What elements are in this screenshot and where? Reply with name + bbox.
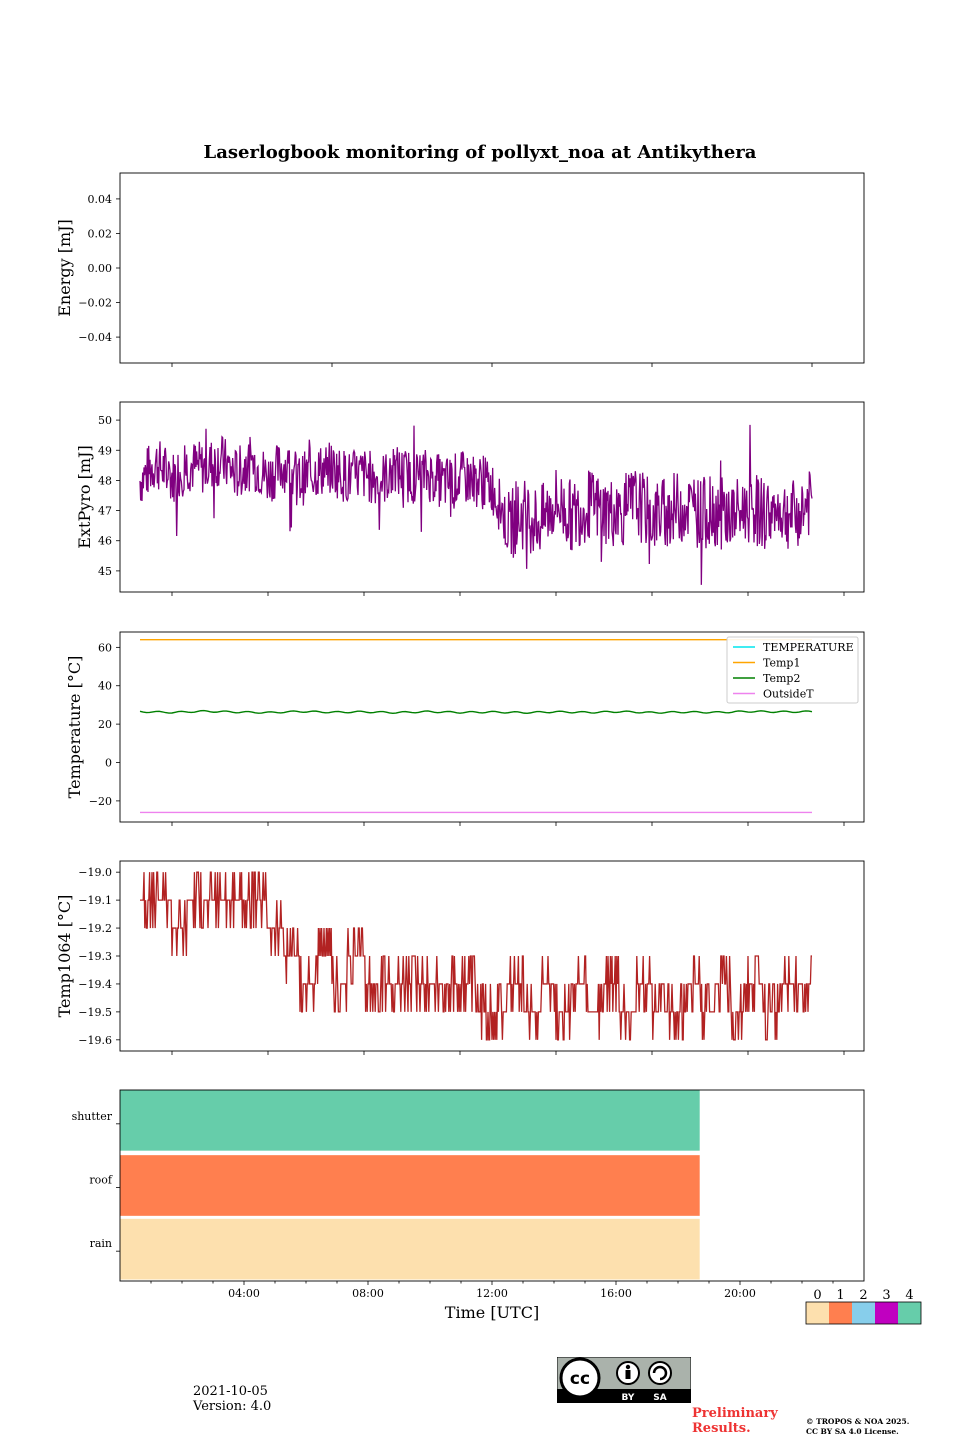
y-tick-label: 50 bbox=[98, 414, 112, 427]
colorbar-tick-label: 2 bbox=[859, 1288, 867, 1303]
colorbar-frame bbox=[805, 1301, 922, 1325]
cc-icon: cc bbox=[570, 1369, 590, 1389]
y-tick-label: −19.5 bbox=[78, 1006, 112, 1019]
status-cell-roof bbox=[120, 1155, 700, 1216]
copyright-line2: CC BY SA 4.0 License. bbox=[806, 1427, 899, 1436]
colorbar-tick-label: 0 bbox=[813, 1288, 821, 1303]
preliminary-line2: Results. bbox=[692, 1421, 751, 1436]
y-tick-label: −0.04 bbox=[78, 331, 112, 344]
colorbar-cell-1 bbox=[829, 1302, 852, 1324]
energy-y-label: Energy [mJ] bbox=[55, 219, 74, 317]
x-tick-label: 16:00 bbox=[600, 1287, 632, 1300]
y-tick-label: −19.1 bbox=[78, 894, 112, 907]
sa-icon bbox=[648, 1361, 672, 1385]
status-row-label-roof: roof bbox=[89, 1174, 113, 1187]
extpyro-y-label: ExtPyro [mJ] bbox=[75, 445, 94, 548]
y-tick-label: 49 bbox=[98, 444, 112, 457]
axes-frame bbox=[119, 860, 865, 1052]
y-tick-label: 0.02 bbox=[88, 227, 113, 240]
energy-panel: 0.04 0.02 0.00 −0.04 −0.02 Energy [mJ] bbox=[55, 172, 865, 367]
legend-label-outsidet: OutsideT bbox=[763, 688, 814, 701]
version-text: Version: 4.0 bbox=[193, 1399, 272, 1414]
axes-frame bbox=[119, 631, 865, 823]
y-tick-label: 0.00 bbox=[88, 262, 113, 275]
status-panel: shutter roof rain 04:00 08:00 12:00 16:00 20:00… bbox=[72, 1089, 865, 1322]
temp1064-panel: −19.0 −19.1 −19.2 −19.3 −19.4 −19.5 −19.6 Temp1… bbox=[55, 860, 865, 1055]
y-tick-label: 20 bbox=[98, 718, 112, 731]
colorbar-cell-2 bbox=[852, 1302, 875, 1324]
y-tick-label: 60 bbox=[98, 641, 112, 654]
y-tick-label: −0.02 bbox=[78, 297, 112, 310]
y-tick-label: −19.2 bbox=[78, 922, 112, 935]
svg-text:BY: BY bbox=[622, 1393, 635, 1403]
y-tick-label: 0.04 bbox=[88, 193, 113, 206]
legend-label-temp1: Temp1 bbox=[763, 657, 800, 670]
y-tick-label: 47 bbox=[98, 505, 112, 518]
y-tick-label: 48 bbox=[98, 474, 112, 487]
extpyro-series-line bbox=[139, 424, 813, 585]
y-tick-label: 40 bbox=[98, 680, 112, 693]
extpyro-panel: 45 46 47 48 49 50 ExtPyro [mJ] bbox=[75, 401, 865, 596]
chart-title: Laserlogbook monitoring of pollyxt_noa a… bbox=[204, 142, 757, 163]
status-row-label-shutter: shutter bbox=[72, 1110, 113, 1123]
y-tick-label: −19.0 bbox=[78, 866, 112, 879]
y-tick-label: −20 bbox=[89, 795, 112, 808]
y-tick-label: −19.3 bbox=[78, 950, 112, 963]
colorbar-tick-label: 1 bbox=[836, 1288, 844, 1303]
preliminary-line1: Preliminary bbox=[692, 1406, 778, 1421]
x-tick-label: 04:00 bbox=[228, 1287, 260, 1300]
temperature-y-label: Temperature [°C] bbox=[65, 656, 84, 799]
axes-frame bbox=[119, 401, 865, 593]
y-tick-label: 45 bbox=[98, 565, 112, 578]
y-tick-label: −19.6 bbox=[78, 1034, 112, 1047]
y-tick-label: 0 bbox=[105, 757, 112, 770]
temp1064-series-line bbox=[140, 871, 812, 1041]
colorbar-cell-4 bbox=[898, 1302, 921, 1324]
status-row-label-rain: rain bbox=[90, 1237, 112, 1250]
preliminary-notice: Preliminary Results. bbox=[692, 1406, 778, 1436]
temperature-panel: 60 40 20 0 −20 Temperature [°C] TEMPERATURE Tem… bbox=[65, 631, 865, 826]
date-text: 2021-10-05 bbox=[193, 1384, 268, 1399]
colorbar-cell-0 bbox=[806, 1302, 829, 1324]
legend-box bbox=[726, 636, 859, 704]
x-tick-label: 20:00 bbox=[724, 1287, 756, 1300]
svg-text:SA: SA bbox=[653, 1393, 666, 1403]
x-tick-label: 08:00 bbox=[352, 1287, 384, 1300]
legend-label-temp2: Temp2 bbox=[763, 672, 800, 685]
axes-frame bbox=[119, 172, 865, 364]
colorbar-tick-label: 4 bbox=[905, 1288, 913, 1303]
colorbar-cell-3 bbox=[875, 1302, 898, 1324]
series-line-temp2 bbox=[139, 709, 813, 714]
colorbar-tick-label: 3 bbox=[882, 1288, 890, 1303]
status-cell-shutter bbox=[120, 1090, 700, 1151]
cc-license-badge: cc BY SA bbox=[557, 1357, 691, 1403]
x-axis-label: Time [UTC] bbox=[445, 1303, 539, 1322]
status-cell-rain bbox=[120, 1218, 700, 1280]
copyright-line1: © TROPOS & NOA 2025. bbox=[806, 1417, 910, 1426]
temp1064-y-label: Temp1064 [°C] bbox=[55, 895, 74, 1018]
x-tick-label: 12:00 bbox=[476, 1287, 508, 1300]
legend-label-temperature: TEMPERATURE bbox=[763, 641, 854, 654]
y-tick-label: −19.4 bbox=[78, 978, 112, 991]
y-tick-label: 46 bbox=[98, 535, 112, 548]
copyright-notice: © TROPOS & NOA 2025. CC BY SA 4.0 Licens… bbox=[806, 1417, 909, 1437]
